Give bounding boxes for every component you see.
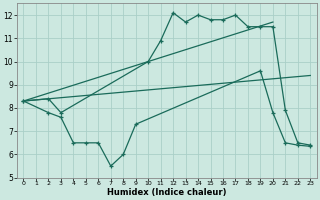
X-axis label: Humidex (Indice chaleur): Humidex (Indice chaleur) (107, 188, 227, 197)
